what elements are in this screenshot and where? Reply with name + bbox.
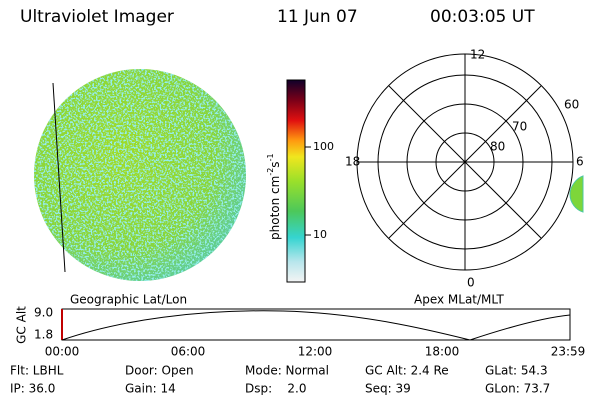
strip-ylabel: GC Alt — [15, 306, 29, 344]
unit: s — [268, 161, 282, 167]
strip-frame — [61, 308, 571, 341]
status-field: GLon: 73.7 — [485, 382, 550, 396]
exponent: -2 — [266, 168, 275, 176]
instrument-title: Ultraviolet Imager — [20, 7, 174, 27]
aurora-spot — [569, 175, 584, 213]
time: 00:03:05 UT — [430, 7, 535, 27]
strip-xtick: 12:00 — [298, 345, 333, 359]
mlt-label: 0 — [467, 276, 475, 290]
earth-image — [34, 69, 246, 281]
colorbar-tick-label: 100 — [313, 140, 334, 153]
strip-xtick: 06:00 — [171, 345, 206, 359]
status-field: GC Alt: 2.4 Re — [365, 364, 449, 378]
image-disk — [34, 69, 246, 281]
strip-title: Apex MLat/MLT — [414, 293, 504, 307]
strip-xtick: 00:00 — [45, 345, 80, 359]
status-field: GLat: 54.3 — [485, 364, 548, 378]
status-field: Gain: 14 — [125, 382, 176, 396]
mlt-label: 12 — [470, 48, 485, 62]
polar-plot: 12 18 6 0 60 70 80 — [345, 48, 584, 290]
spoke — [388, 85, 542, 239]
altitude-strip: Geographic Lat/Lon Apex MLat/MLT GC Alt … — [15, 293, 586, 359]
altitude-curve — [61, 310, 571, 341]
date: 11 Jun 07 — [277, 7, 358, 27]
strip-xtick: 23:59 — [551, 345, 586, 359]
colorbar-label: photon cm-2s-1 — [266, 153, 282, 240]
strip-ytick: 1.8 — [34, 328, 53, 342]
status-field: Mode: Normal — [245, 364, 329, 378]
status-footer: Flt: LBHL Door: Open Mode: Normal GC Alt: 2… — [10, 364, 550, 396]
status-field: Door: Open — [125, 364, 194, 378]
status-field: IP: 36.0 — [10, 382, 55, 396]
lat-label: 70 — [512, 120, 527, 134]
status-field: Seq: 39 — [365, 382, 411, 396]
strip-xtick: 18:00 — [425, 345, 460, 359]
exponent: -1 — [266, 153, 275, 161]
status-field: Dsp: 2.0 — [245, 382, 307, 396]
mlt-label: 6 — [576, 155, 584, 169]
terminator-line — [52, 82, 66, 273]
status-field: Flt: LBHL — [10, 364, 64, 378]
unit: photon cm — [268, 176, 282, 240]
strip-title: Geographic Lat/Lon — [70, 293, 187, 307]
lat-label: 60 — [564, 98, 579, 112]
lat-label: 80 — [490, 140, 505, 154]
strip-ytick: 9.0 — [34, 306, 53, 320]
colorbar-tick-label: 10 — [313, 228, 327, 241]
colorbar — [286, 79, 306, 283]
mlt-label: 18 — [345, 155, 360, 169]
